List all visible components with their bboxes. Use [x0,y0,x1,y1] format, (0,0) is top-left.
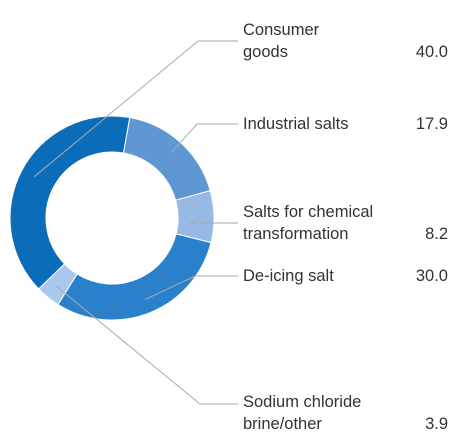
value-label: 3.9 [425,415,448,433]
label: Salts for chemical transformation 8.2 [243,201,448,245]
value-label: 17.9 [415,115,448,133]
donut-slice [57,233,212,321]
value-label: 30.0 [415,267,448,285]
label: Consumer goods 40.0 [243,19,448,63]
category-label: Consumer goods [243,21,320,61]
label: Industrial salts 17.9 [243,113,448,135]
leader-line [56,286,238,405]
leader-line [144,275,238,301]
category-label: Salts for chemical transformation [243,203,374,243]
donut-slice [122,116,211,201]
donut-slice [9,115,131,290]
category-label: Industrial salts [243,115,349,133]
value-label: 40.0 [415,43,448,61]
category-label: De-icing salt [243,267,334,285]
label: Sodium chloride brine/other 3.9 [243,391,448,435]
leader-line [188,216,238,224]
value-label: 8.2 [425,225,448,243]
leader-line [33,40,238,178]
label: De-icing salt 30.0 [243,265,448,287]
category-label: Sodium chloride brine/other [243,393,362,433]
leader-line [170,123,238,154]
